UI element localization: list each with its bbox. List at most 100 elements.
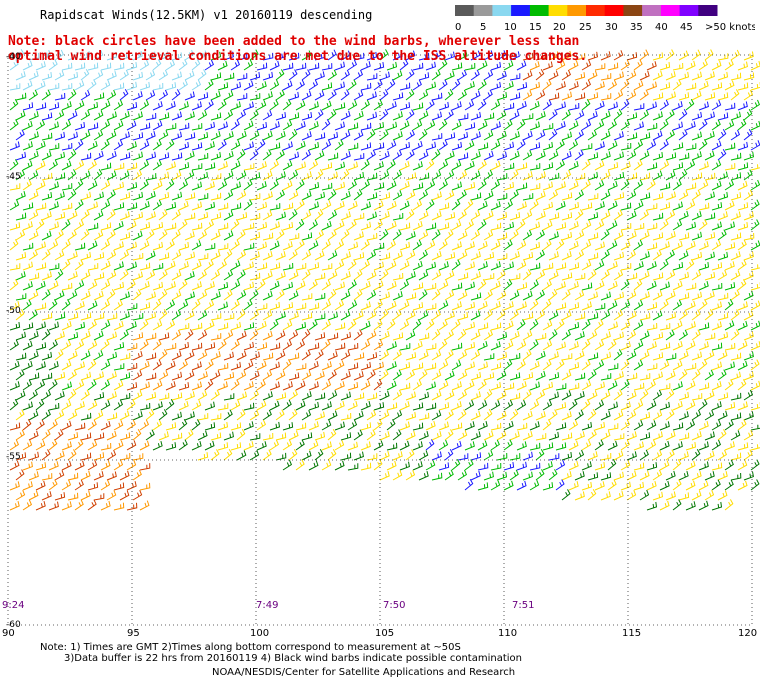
wind-barb — [496, 290, 507, 301]
wind-barb — [80, 229, 90, 241]
wind-barb — [360, 122, 372, 131]
wind-barb — [93, 230, 104, 241]
wind-barb — [340, 370, 351, 381]
wind-barb — [152, 241, 164, 251]
wind-barb — [15, 352, 27, 361]
wind-barb — [438, 79, 448, 91]
wind-barb — [626, 410, 637, 421]
wind-barb — [230, 219, 240, 231]
wind-barb — [308, 381, 319, 391]
wind-barb — [730, 192, 742, 201]
wind-barb — [119, 110, 130, 121]
wind-barb — [93, 312, 105, 321]
wind-barb — [132, 50, 143, 61]
wind-barb — [386, 380, 397, 391]
wind-barb — [633, 462, 645, 471]
wind-barb — [503, 119, 513, 131]
wind-barb — [87, 101, 99, 111]
wind-barb — [574, 249, 585, 261]
wind-barb — [340, 331, 352, 341]
wind-barb — [48, 201, 59, 211]
wind-barb — [288, 372, 300, 381]
wind-barb — [522, 312, 534, 321]
wind-barb — [750, 179, 760, 191]
wind-barb — [347, 419, 358, 431]
wind-barb — [412, 220, 423, 231]
wind-barb — [54, 131, 66, 141]
wind-barb — [730, 49, 740, 61]
wind-barb — [750, 199, 760, 211]
wind-barb — [412, 282, 424, 291]
wind-barb — [269, 400, 280, 411]
wind-barb — [334, 61, 345, 71]
wind-barb — [730, 89, 740, 101]
wind-barb — [126, 440, 137, 451]
wind-barb — [386, 61, 398, 71]
wind-barb — [347, 179, 357, 191]
wind-barb — [236, 73, 248, 81]
wind-barb — [321, 200, 332, 211]
wind-barb — [74, 80, 85, 91]
wind-barb — [711, 119, 721, 131]
wind-barb — [269, 301, 281, 311]
wind-barb — [587, 409, 597, 421]
wind-barb — [698, 399, 708, 411]
wind-barb — [314, 229, 324, 241]
wind-barb — [22, 102, 34, 111]
wind-barb — [717, 71, 729, 81]
colorbar-swatch — [586, 5, 606, 16]
lon-tick-105: 105 — [375, 628, 395, 639]
wind-barb — [327, 171, 338, 181]
wind-barb — [80, 130, 91, 141]
wind-barb — [360, 201, 371, 211]
wind-barb — [353, 310, 364, 321]
wind-barb — [529, 279, 539, 291]
wind-barb — [496, 309, 506, 321]
wind-barb — [503, 60, 514, 71]
wind-barb — [9, 300, 20, 311]
wind-barb — [197, 390, 208, 401]
wind-barb — [67, 131, 78, 141]
wind-barb — [93, 92, 105, 101]
wind-barb — [548, 92, 560, 101]
wind-barb — [360, 82, 372, 91]
wind-barb — [516, 60, 527, 71]
wind-barb — [288, 389, 298, 401]
wind-barb — [256, 241, 267, 251]
wind-barb — [178, 279, 188, 291]
wind-barb — [607, 280, 618, 291]
wind-barb — [574, 72, 586, 81]
wind-barb — [626, 290, 637, 301]
wind-barb — [451, 101, 462, 111]
wind-barb — [100, 479, 111, 491]
wind-barb — [106, 70, 117, 81]
wind-barb — [412, 362, 424, 371]
wind-barb — [67, 332, 79, 341]
wind-barb — [724, 299, 734, 311]
wind-barb — [392, 369, 402, 381]
wind-barb — [243, 341, 255, 351]
wind-barb — [626, 150, 637, 161]
wind-barb — [61, 183, 73, 191]
wind-barb — [366, 129, 376, 141]
wind-barb — [314, 392, 326, 401]
wind-barb — [594, 141, 605, 151]
wind-barb — [347, 259, 357, 271]
wind-barb — [412, 140, 423, 151]
wind-barb — [178, 261, 189, 271]
wind-barb — [477, 340, 488, 351]
wind-barb — [717, 92, 729, 101]
wind-barb — [301, 112, 313, 121]
wind-barb — [15, 129, 25, 141]
wind-barb — [425, 120, 436, 131]
wind-barb — [665, 270, 676, 281]
wind-barb — [119, 232, 131, 241]
wind-barb — [587, 390, 598, 401]
wind-barb — [639, 291, 650, 301]
lon-tick-120: 120 — [738, 628, 758, 639]
wind-barb — [646, 462, 658, 471]
wind-barb — [652, 92, 664, 101]
wind-barb — [61, 160, 72, 171]
wind-barb — [41, 172, 53, 181]
wind-barb — [691, 151, 702, 161]
